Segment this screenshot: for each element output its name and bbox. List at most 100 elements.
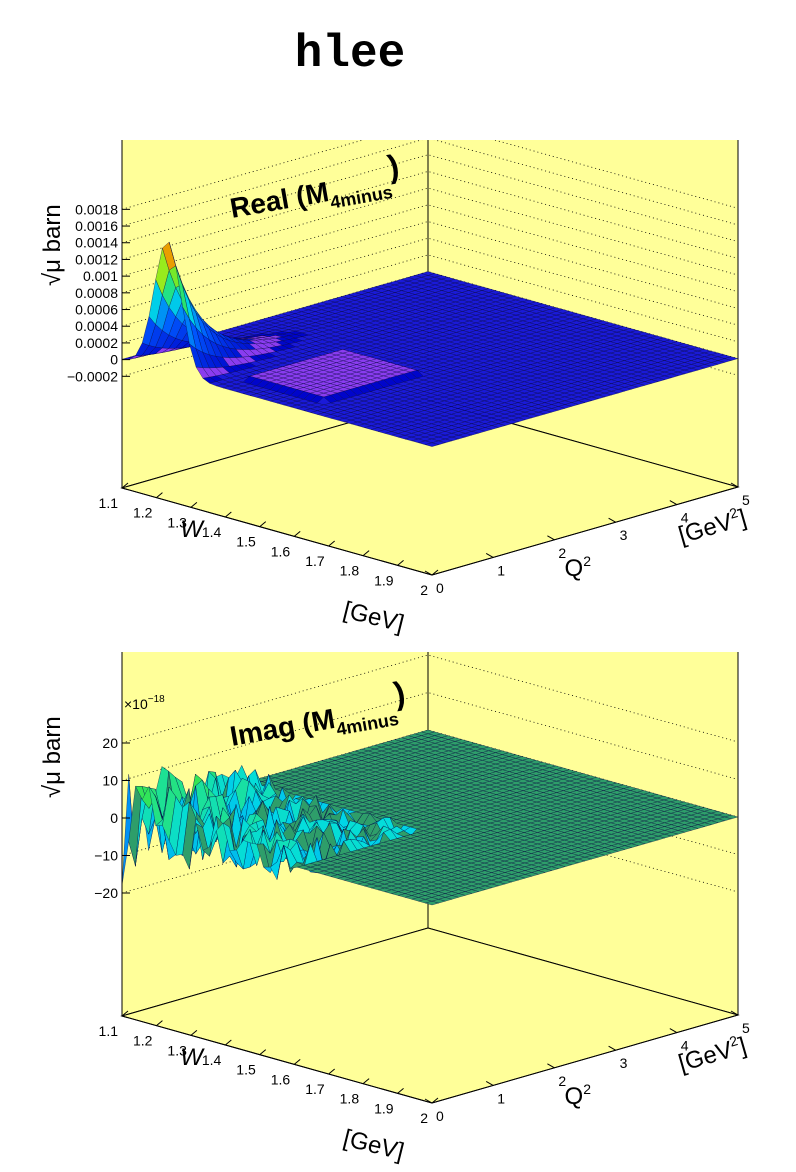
w-tick <box>225 511 232 518</box>
w-tick <box>259 1049 267 1056</box>
q2-tick <box>485 552 494 558</box>
w-axis-unit: [GeV] <box>341 1125 407 1166</box>
w-tick-label: 1.8 <box>340 1091 360 1107</box>
w-tick-label: 1.9 <box>374 1100 394 1116</box>
w-axis-unit: [GeV] <box>341 597 407 638</box>
z-tick-label: 0 <box>110 810 118 826</box>
surface-cell <box>424 901 440 906</box>
z-tick-label: 0.001 <box>83 268 118 284</box>
page-title: hlee <box>294 28 406 80</box>
w-tick <box>397 559 404 566</box>
w-axis <box>121 487 433 576</box>
w-tick-label: 1.1 <box>99 495 119 511</box>
w-tick <box>156 1020 163 1027</box>
z-tick-label: 0.0014 <box>75 235 118 251</box>
q2-tick-label: 3 <box>620 1055 628 1071</box>
w-tick <box>328 540 335 547</box>
z-tick-label: 0.0006 <box>75 302 118 318</box>
q2-tick-label: 2 <box>558 1073 566 1089</box>
q2-tick-label: 1 <box>497 562 505 578</box>
q2-axis-title: Q2 <box>565 1081 592 1110</box>
w-axis-title: W <box>180 516 205 543</box>
z-tick-label: 0.0012 <box>75 251 118 267</box>
z-tick-label: 0.0004 <box>75 318 118 334</box>
z-axis-title: √μ barn <box>39 716 66 798</box>
w-tick <box>259 521 267 528</box>
q2-tick <box>730 482 739 488</box>
q2-axis-title: Q2 <box>565 553 592 582</box>
w-tick <box>121 1010 129 1017</box>
w-tick <box>431 569 439 576</box>
imag-part-plot: −20−1001020×10−181.11.21.31.41.51.61.71.… <box>39 652 750 1166</box>
real-part-plot: −0.000200.00020.00040.00060.00080.0010.0… <box>39 140 750 638</box>
z-tick-label: 0.0016 <box>75 218 118 234</box>
q2-axis <box>431 1014 739 1104</box>
surface <box>121 241 739 447</box>
q2-tick <box>547 1063 555 1069</box>
q2-axis <box>431 486 739 576</box>
q2-tick-label: 4 <box>681 510 689 526</box>
w-tick-label: 1.6 <box>271 1071 291 1087</box>
q2-tick-label: 2 <box>558 545 566 561</box>
w-tick-label: 1.4 <box>202 1052 222 1068</box>
q2-tick <box>730 1010 739 1016</box>
w-tick-label: 1.5 <box>236 534 256 550</box>
q2-tick <box>669 1028 678 1034</box>
z-tick-label: 20 <box>102 735 118 751</box>
q2-tick <box>547 535 555 541</box>
w-tick-label: 1.7 <box>305 553 325 569</box>
w-tick <box>225 1039 232 1046</box>
w-tick-label: 2 <box>420 1110 428 1126</box>
q2-tick-label: 0 <box>436 1108 444 1124</box>
q2-tick <box>608 1045 616 1051</box>
w-tick-label: 1.6 <box>271 543 291 559</box>
w-tick-label: 1.2 <box>133 505 153 521</box>
q2-tick-label: 5 <box>742 1020 750 1036</box>
w-tick <box>156 492 163 499</box>
z-tick-label: 0.0018 <box>75 201 118 217</box>
z-axis-title: √μ barn <box>39 204 66 286</box>
w-tick <box>293 1058 301 1065</box>
w-tick-label: 1.9 <box>374 572 394 588</box>
w-tick <box>362 1078 370 1085</box>
q2-tick <box>608 517 616 523</box>
q2-tick <box>424 1098 433 1104</box>
z-tick-label: 0.0008 <box>75 285 118 301</box>
q2-tick <box>485 1080 494 1086</box>
w-tick <box>328 1068 335 1075</box>
w-tick-label: 1.8 <box>340 563 360 579</box>
z-tick-label: −20 <box>94 885 118 901</box>
w-axis-title: W <box>180 1044 205 1071</box>
w-axis <box>121 1015 433 1104</box>
w-tick-label: 1.1 <box>99 1023 119 1039</box>
w-tick <box>362 550 370 557</box>
w-tick <box>431 1097 439 1104</box>
w-tick <box>190 501 198 508</box>
z-tick-label: 0 <box>110 352 118 368</box>
surface <box>121 729 739 906</box>
z-tick-label: 0.0002 <box>75 335 118 351</box>
w-tick-label: 1.7 <box>305 1081 325 1097</box>
w-tick-label: 1.5 <box>236 1062 256 1078</box>
w-tick <box>397 1087 404 1094</box>
w-tick <box>190 1029 198 1036</box>
q2-tick-label: 5 <box>742 492 750 508</box>
q2-tick-label: 3 <box>620 527 628 543</box>
q2-tick-label: 1 <box>497 1090 505 1106</box>
w-tick <box>293 530 301 537</box>
w-tick <box>121 482 129 489</box>
q2-tick-label: 0 <box>436 580 444 596</box>
w-tick-label: 1.2 <box>133 1033 153 1049</box>
z-exponent-label: ×10−18 <box>124 694 165 712</box>
z-tick-label: 10 <box>102 773 118 789</box>
q2-tick-label: 4 <box>681 1038 689 1054</box>
w-tick-label: 1.3 <box>167 1042 187 1058</box>
q2-tick <box>424 570 433 576</box>
w-tick-label: 1.3 <box>167 514 187 530</box>
z-tick-label: −10 <box>94 848 118 864</box>
w-tick-label: 2 <box>420 582 428 598</box>
q2-tick <box>669 500 678 506</box>
z-tick-label: −0.0002 <box>67 368 118 384</box>
w-tick-label: 1.4 <box>202 524 222 540</box>
surface-cell <box>424 442 440 447</box>
